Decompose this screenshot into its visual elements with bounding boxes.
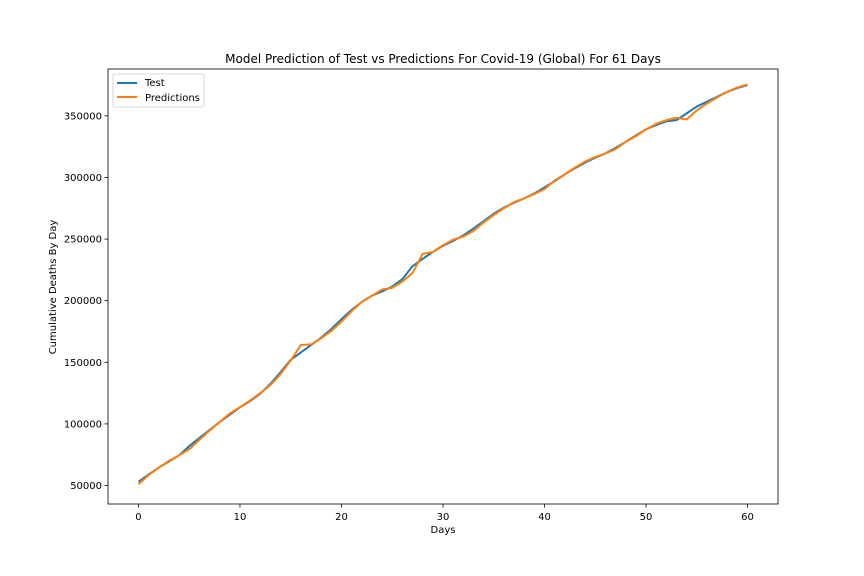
x-axis: 0 10 20 30 40 50 60: [135, 504, 754, 523]
x-tick-label: 60: [741, 512, 754, 523]
y-tick-label: 250000: [64, 235, 102, 246]
x-tick-label: 30: [437, 512, 450, 523]
y-axis: 50000 100000 150000 200000 250000 300000 35000…: [64, 111, 108, 492]
y-tick-label: 50000: [70, 481, 102, 492]
y-tick-label: 200000: [64, 296, 102, 307]
x-tick-label: 0: [135, 512, 141, 523]
x-tick-label: 50: [640, 512, 653, 523]
y-tick-label: 150000: [64, 358, 102, 369]
legend-label-predictions: Predictions: [145, 93, 200, 104]
x-tick-label: 40: [538, 512, 551, 523]
chart-title: Model Prediction of Test vs Predictions …: [225, 52, 661, 66]
x-axis-label: Days: [431, 525, 456, 536]
series-line-predictions: [137, 83, 748, 486]
series-lines: [137, 83, 748, 486]
x-tick-label: 20: [335, 512, 348, 523]
legend-label-test: Test: [144, 78, 165, 89]
y-axis-label: Cumulative Deaths By Day: [48, 220, 59, 355]
y-tick-label: 100000: [64, 419, 102, 430]
y-tick-label: 300000: [64, 173, 102, 184]
y-tick-label: 350000: [64, 111, 102, 122]
legend: Test Predictions: [112, 73, 205, 108]
x-tick-label: 10: [234, 512, 247, 523]
